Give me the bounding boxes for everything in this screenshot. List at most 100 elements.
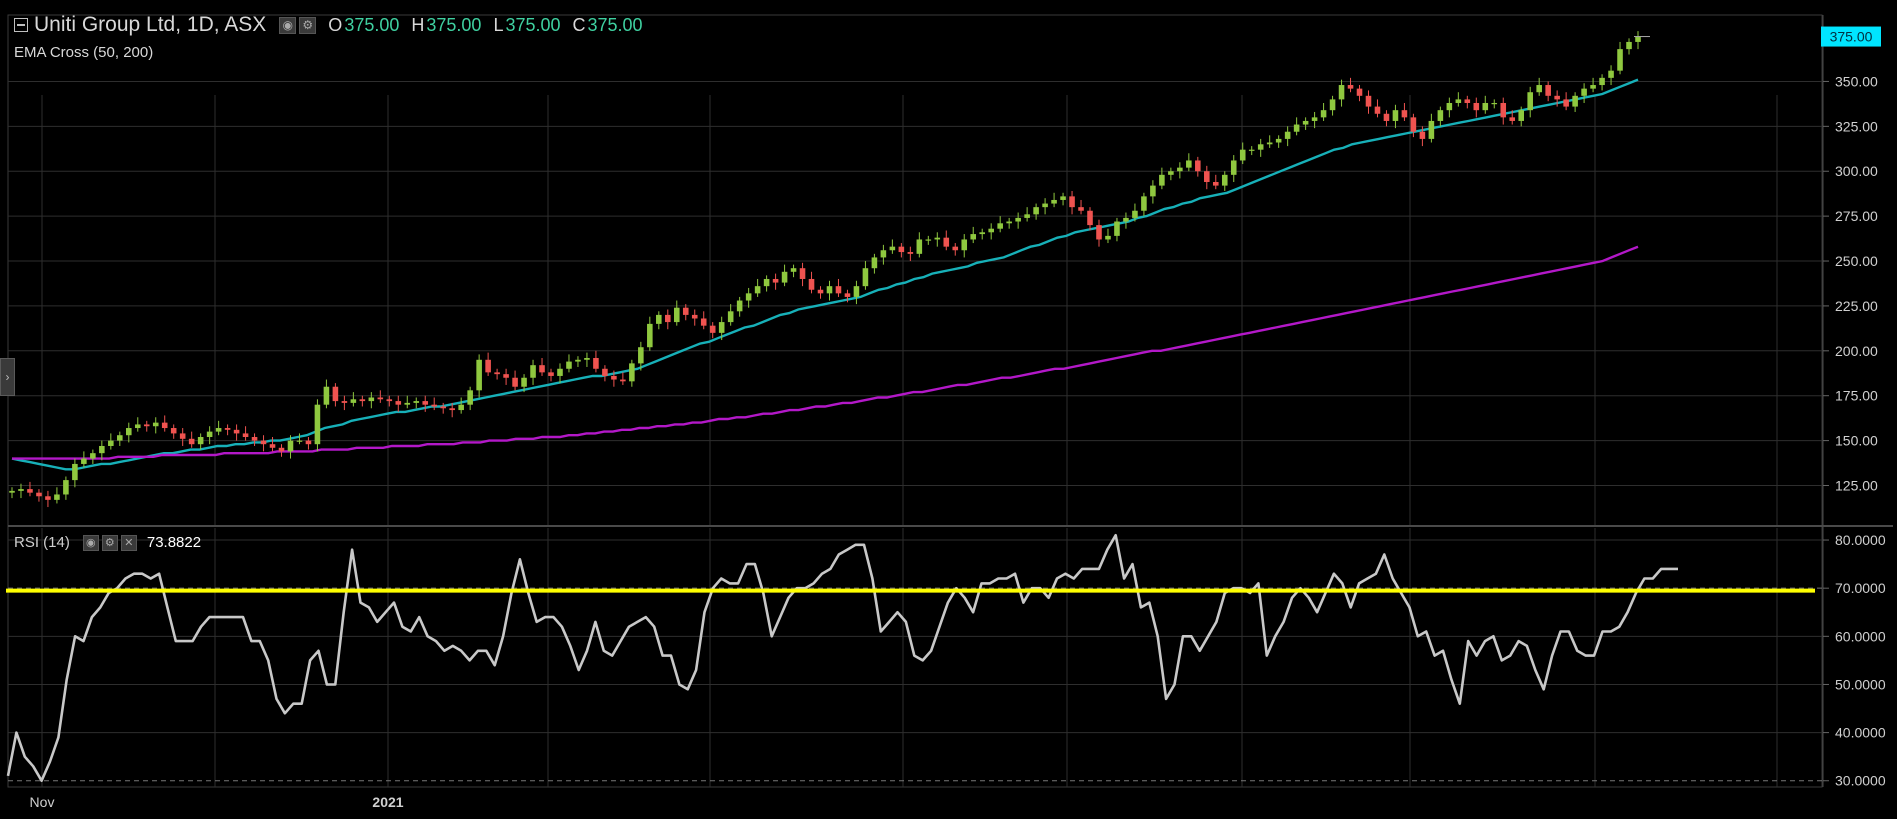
- last-price-tag: [1821, 26, 1881, 47]
- candle-down: [1410, 117, 1417, 132]
- candle-up: [1257, 144, 1264, 150]
- candle-up: [1581, 88, 1587, 96]
- price-tick-label: 250.00: [1835, 253, 1878, 269]
- candle-down: [898, 246, 905, 253]
- candle-up: [763, 278, 770, 287]
- candle-down: [45, 496, 51, 500]
- candle-up: [862, 268, 869, 287]
- rsi-tick-label: 30.0000: [1835, 773, 1886, 789]
- candle-down: [1500, 102, 1507, 118]
- candle-down: [27, 489, 33, 493]
- rsi-close-icon[interactable]: ✕: [120, 534, 137, 551]
- candle-down: [251, 437, 258, 441]
- candle-down: [1383, 113, 1390, 121]
- rsi-eye-icon[interactable]: ◉: [82, 534, 99, 551]
- candle-down: [431, 404, 438, 407]
- candle-up: [1428, 120, 1435, 139]
- candle-up: [314, 404, 321, 445]
- candle-up: [1132, 210, 1138, 218]
- candle-down: [36, 492, 42, 497]
- candle-down: [449, 408, 455, 411]
- candle-up: [90, 453, 96, 459]
- indicator-label: EMA Cross (50, 200): [14, 44, 154, 61]
- candle-up: [1491, 102, 1498, 105]
- price-tick-label: 300.00: [1835, 163, 1878, 179]
- symbol-title: Uniti Group Ltd, 1D, ASX: [34, 13, 267, 36]
- candle-up: [557, 368, 563, 376]
- candle-down: [620, 379, 626, 382]
- candle-down: [269, 444, 276, 448]
- candle-down: [1069, 196, 1075, 208]
- candle-down: [233, 429, 240, 434]
- candle-up: [287, 440, 294, 452]
- candle-up: [54, 494, 60, 500]
- ohlc-open-value: 375.00: [344, 14, 400, 35]
- candle-up: [1320, 110, 1327, 118]
- candle-down: [611, 375, 617, 380]
- candle-down: [593, 357, 599, 369]
- ohlc-open-label: O: [328, 14, 343, 35]
- candle-up: [970, 234, 977, 240]
- candle-down: [1419, 131, 1426, 139]
- candle-up: [1168, 171, 1174, 175]
- price-tick-label: 150.00: [1835, 433, 1878, 449]
- candle-down: [422, 401, 429, 405]
- rsi-gear-icon[interactable]: ⚙: [101, 534, 118, 551]
- candle-down: [494, 372, 500, 375]
- candle-up: [575, 359, 581, 362]
- rsi-tick-label: 70.0000: [1835, 580, 1886, 596]
- candle-up: [72, 463, 78, 481]
- candle-down: [161, 422, 168, 429]
- eye-icon[interactable]: ◉: [279, 16, 297, 34]
- candle-up: [296, 440, 303, 442]
- collapse-icon[interactable]: [14, 18, 28, 32]
- candle-down: [1195, 160, 1201, 172]
- candle-up: [368, 397, 375, 402]
- candle-up: [1302, 120, 1309, 125]
- price-tick-label: 225.00: [1835, 298, 1878, 314]
- candle-up: [1042, 203, 1048, 208]
- candle-up: [1527, 92, 1533, 111]
- ohlc-close-label: C: [572, 14, 586, 35]
- candle-up: [1150, 185, 1156, 197]
- candle-up: [584, 357, 590, 360]
- candle-up: [853, 286, 860, 297]
- rsi-tick-label: 40.0000: [1835, 725, 1886, 741]
- candle-down: [332, 386, 339, 402]
- candle-down: [1356, 88, 1363, 96]
- candle-down: [1365, 95, 1372, 107]
- candle-up: [988, 228, 994, 233]
- candle-up: [1284, 131, 1291, 139]
- candle-down: [395, 401, 402, 405]
- candle-down: [512, 377, 518, 387]
- candle-up: [467, 390, 473, 405]
- time-tick-label: Nov: [30, 794, 55, 810]
- candle-up: [718, 322, 725, 333]
- price-tick-label: 325.00: [1835, 118, 1878, 134]
- candle-down: [808, 278, 815, 290]
- ohlc-high-label: H: [411, 14, 425, 35]
- chart-header: Uniti Group Ltd, 1D, ASX ◉ ⚙ O 375.00 H 37…: [14, 10, 643, 40]
- candle-up: [1015, 217, 1021, 222]
- candle-up: [656, 314, 662, 324]
- expand-panel-icon[interactable]: ›: [0, 358, 15, 396]
- candle-up: [1266, 142, 1273, 145]
- candle-down: [503, 374, 509, 378]
- tag-layer: 375.00: [1634, 26, 1881, 47]
- ohlc-high-value: 375.00: [426, 14, 482, 35]
- candle-up: [1293, 124, 1300, 132]
- ohlc-close-value: 375.00: [587, 14, 643, 35]
- candle-down: [1473, 102, 1480, 111]
- candle-up: [1123, 217, 1129, 222]
- candle-up: [745, 293, 752, 301]
- candle-down: [709, 325, 716, 333]
- candle-down: [1374, 106, 1381, 114]
- candle-up: [99, 445, 105, 454]
- candle-down: [188, 438, 195, 445]
- rsi-header: RSI (14) ◉ ⚙ ✕ 73.8822: [14, 534, 201, 551]
- candle-up: [925, 239, 932, 241]
- gear-icon[interactable]: ⚙: [299, 16, 317, 34]
- candle-down: [1078, 207, 1084, 211]
- candle-up: [916, 239, 923, 254]
